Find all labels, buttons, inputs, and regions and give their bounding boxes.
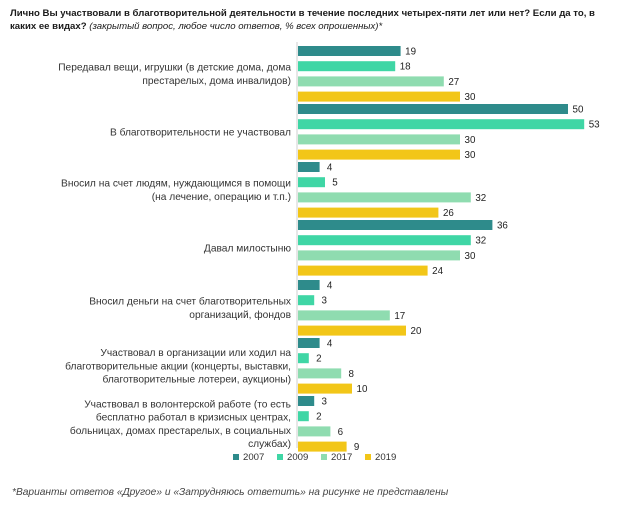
data-label: 30	[465, 92, 476, 103]
data-label: 2	[316, 354, 321, 365]
data-label: 17	[394, 311, 405, 322]
legend-label: 2017	[331, 452, 352, 463]
bar-2007	[298, 104, 568, 114]
data-label: 2	[316, 412, 321, 423]
data-label: 53	[589, 120, 600, 131]
category-label-line: Участвовал в волонтерской работе (то ест…	[84, 399, 291, 411]
bar-2019	[298, 265, 428, 276]
bar-2017	[298, 368, 342, 379]
legend-swatch-2009	[277, 454, 283, 460]
chart-subtitle: (закрытый вопрос, любое число ответов, %…	[89, 20, 383, 32]
bar-2007	[298, 46, 401, 56]
bar-2019	[298, 91, 460, 102]
category-label-line: организаций, фондов	[189, 309, 291, 321]
legend-label: 2019	[375, 452, 396, 463]
category-label-line: Участвовал в организации или ходил на	[100, 348, 291, 359]
category-label-line: престарелых, дома инвалидов)	[142, 76, 291, 87]
bar-2007	[298, 220, 493, 230]
category-label-line: больницах, домах престарелых, в социальн…	[70, 425, 291, 437]
data-label: 9	[354, 442, 359, 453]
bar-2009	[298, 235, 471, 246]
bar-2019	[298, 441, 347, 452]
category-label: В благотворительности не участвовал	[110, 126, 291, 138]
data-label: 32	[475, 193, 486, 204]
category-label-line: бесплатно работал в кризисных центрах,	[96, 412, 291, 424]
data-label: 50	[573, 105, 584, 116]
bar-2009	[298, 353, 309, 364]
bar-2019	[298, 325, 406, 336]
bar-2007	[298, 396, 315, 406]
category-label: Передавал вещи, игрушки (в детские дома,…	[58, 63, 291, 87]
data-label: 8	[348, 369, 354, 380]
category-label-line: благотворительные акции (концерты, выста…	[65, 360, 291, 372]
category-label: Вносил на счет людям, нуждающимся в помо…	[61, 179, 291, 203]
data-label: 4	[327, 339, 333, 350]
data-label: 26	[443, 208, 454, 219]
bar-2017	[298, 192, 471, 203]
category-label-line: (на лечение, операцию и т.п.)	[152, 192, 291, 203]
data-label: 3	[321, 296, 327, 307]
category-label-line: благотворительные лотереи, аукционы)	[102, 374, 291, 386]
bar-2007	[298, 162, 320, 172]
category-label-line: В благотворительности не участвовал	[110, 126, 291, 138]
bar-2017	[298, 426, 331, 437]
data-label: 10	[357, 384, 368, 395]
bar-2009	[298, 177, 325, 188]
data-label: 20	[411, 326, 422, 337]
data-label: 6	[338, 427, 344, 438]
data-label: 4	[327, 163, 333, 174]
chart-title: Лично Вы участвовали в благотворительной…	[10, 8, 610, 33]
bar-2007	[298, 338, 320, 348]
data-label: 30	[465, 251, 476, 262]
bar-2009	[298, 295, 315, 306]
legend-swatch-2019	[365, 454, 371, 460]
data-label: 32	[475, 236, 486, 247]
chart-title-text: Лично Вы участвовали в благотворительной…	[10, 8, 595, 32]
data-label: 3	[321, 397, 327, 408]
bar-2007	[298, 280, 320, 290]
legend-label: 2007	[243, 452, 264, 463]
bar-2017	[298, 76, 444, 87]
data-label: 18	[400, 62, 411, 73]
data-label: 36	[497, 221, 508, 232]
bar-2019	[298, 149, 460, 160]
bar-chart: Передавал вещи, игрушки (в детские дома,…	[58, 42, 600, 463]
bar-2019	[298, 383, 352, 394]
bar-2017	[298, 134, 460, 145]
footnote: *Варианты ответов «Другое» и «Затрудняюс…	[12, 487, 449, 498]
category-label: Участвовал в организации или ходил на бла…	[65, 348, 291, 385]
legend-swatch-2007	[233, 454, 239, 460]
bar-2017	[298, 250, 460, 261]
data-label: 30	[465, 150, 476, 161]
bar-2017	[298, 310, 390, 321]
legend-swatch-2017	[321, 454, 327, 460]
category-label-line: Вносил деньги на счет благотворительных	[89, 296, 291, 308]
category-label: Участвовал в волонтерской работе (то ест…	[70, 399, 291, 451]
data-label: 5	[332, 178, 338, 189]
bar-2009	[298, 61, 396, 72]
data-label: 4	[327, 281, 333, 292]
legend-label: 2009	[287, 452, 308, 463]
bar-2009	[298, 411, 309, 422]
data-label: 19	[405, 47, 416, 58]
data-label: 24	[432, 266, 443, 277]
category-label-line: службах)	[248, 438, 291, 450]
category-label-line: Давал милостыню	[204, 243, 291, 254]
category-label-line: Передавал вещи, игрушки (в детские дома,…	[58, 63, 291, 74]
category-label: Вносил деньги на счет благотворительных о…	[89, 296, 291, 321]
category-label-line: Вносил на счет людям, нуждающимся в помо…	[61, 179, 291, 190]
category-label: Давал милостыню	[204, 243, 291, 254]
bar-2019	[298, 207, 439, 218]
data-label: 30	[465, 135, 476, 146]
data-label: 27	[448, 77, 459, 88]
bar-2009	[298, 119, 585, 130]
